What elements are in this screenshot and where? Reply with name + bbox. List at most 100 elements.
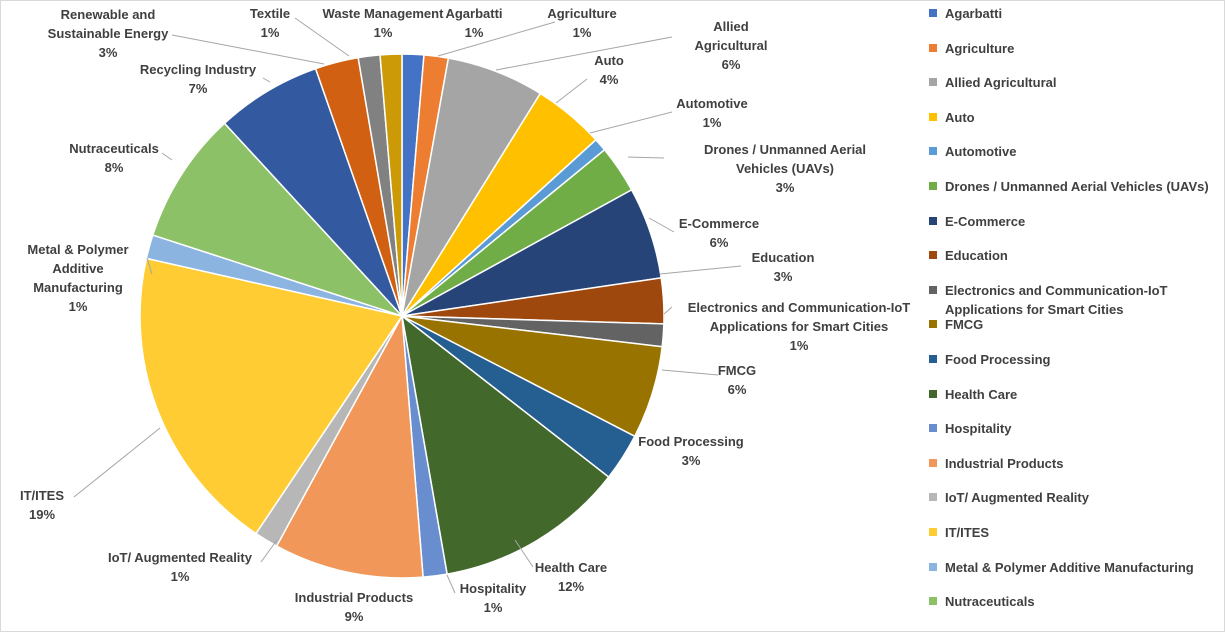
data-label: Recycling Industry 7% xyxy=(140,62,257,96)
legend-swatch xyxy=(929,78,937,87)
legend-swatch xyxy=(929,112,937,121)
data-label: Metal & Polymer Additive Manufacturing 1% xyxy=(27,242,128,314)
legend-swatch xyxy=(929,458,937,467)
legend-label: Automotive xyxy=(945,144,1017,160)
legend-item: E-Commerce xyxy=(929,212,1225,247)
legend-item: Food Processing xyxy=(929,350,1225,385)
leader-line xyxy=(260,539,278,563)
legend-swatch xyxy=(929,216,937,225)
legend-swatch xyxy=(929,285,937,294)
legend-item: IT/ITES xyxy=(929,523,1225,558)
leader-line xyxy=(659,265,742,275)
data-label: FMCG 6% xyxy=(718,363,756,397)
legend-label: Auto xyxy=(945,109,975,125)
legend-label: Agriculture xyxy=(945,40,1015,56)
legend-swatch xyxy=(929,43,937,52)
leader-line xyxy=(648,217,675,233)
data-label: Nutraceuticals 8% xyxy=(69,141,159,175)
legend-label: Agarbatti xyxy=(945,6,1003,21)
leader-line xyxy=(437,21,556,57)
legend-label: Hospitality xyxy=(945,421,1012,437)
data-label: Industrial Products 9% xyxy=(295,590,413,624)
leader-line xyxy=(661,369,719,376)
legend-swatch xyxy=(929,251,937,260)
legend-label: Metal & Polymer Additive Manufacturing xyxy=(945,559,1194,575)
data-label: IoT/ Augmented Reality 1% xyxy=(108,550,253,584)
leader-line xyxy=(627,156,665,159)
data-label: Renewable and Sustainable Energy 3% xyxy=(48,7,169,60)
legend-swatch xyxy=(929,597,937,606)
data-label: Textile 1% xyxy=(250,6,290,40)
legend-label: E-Commerce xyxy=(945,213,1026,229)
legend-item: Agriculture xyxy=(929,39,1225,74)
data-label: Agarbatti 1% xyxy=(445,6,502,40)
pie-slice-industrial-products xyxy=(275,313,424,579)
pie-slice-waste-management xyxy=(379,53,403,317)
legend-item: Electronics and Communication-IoT Applic… xyxy=(929,281,1225,317)
legend-label: Education xyxy=(945,248,1008,264)
legend-swatch xyxy=(929,9,937,17)
data-label: IT/ITES 19% xyxy=(20,488,64,522)
pie-slice-health-care xyxy=(400,314,610,575)
legend-label: Food Processing xyxy=(945,351,1051,367)
leader-line xyxy=(446,574,456,594)
chart-legend: Agarbatti Agriculture Allied Agricultural A… xyxy=(929,4,1225,627)
leader-line xyxy=(663,306,673,315)
leader-line xyxy=(161,152,173,161)
legend-swatch xyxy=(929,320,937,329)
data-label: Waste Management 1% xyxy=(323,6,445,40)
legend-swatch xyxy=(929,493,937,502)
legend-item: Education xyxy=(929,246,1225,281)
data-label: Electronics and Communication-IoT Applica… xyxy=(688,300,911,353)
data-label: E-Commerce 6% xyxy=(679,216,759,250)
data-label: Allied Agricultural 6% xyxy=(695,19,768,72)
legend-swatch xyxy=(929,562,937,571)
legend-label: Industrial Products xyxy=(945,455,1064,471)
legend-swatch xyxy=(929,354,937,363)
pie-slice-it-ites xyxy=(139,257,404,535)
legend-item: IoT/ Augmented Reality xyxy=(929,488,1225,523)
leader-line xyxy=(146,257,153,275)
data-label: Health Care 12% xyxy=(535,560,607,594)
legend-swatch xyxy=(929,389,937,398)
data-labels: Agarbatti 1% Agriculture 1% Allied Agricultur… xyxy=(20,6,910,624)
legend-swatch xyxy=(929,147,937,156)
leader-lines xyxy=(73,17,742,594)
legend-swatch xyxy=(929,527,937,536)
legend-item: Auto xyxy=(929,108,1225,143)
legend-label: Allied Agricultural xyxy=(945,75,1057,91)
legend-item: Allied Agricultural xyxy=(929,73,1225,108)
legend-label: IT/ITES xyxy=(945,524,990,540)
legend-item: Industrial Products xyxy=(929,454,1225,489)
legend-item: Agarbatti xyxy=(929,4,1225,39)
data-label: Food Processing 3% xyxy=(638,434,744,468)
legend-item: Drones / Unmanned Aerial Vehicles (UAVs) xyxy=(929,177,1225,212)
legend-item: Automotive xyxy=(929,142,1225,177)
leader-line xyxy=(514,539,534,568)
leader-line xyxy=(589,111,673,134)
legend-item: FMCG xyxy=(929,315,1225,350)
legend-label: Electronics and Communication-IoT Applic… xyxy=(945,282,1168,317)
data-label: Education 3% xyxy=(752,250,815,284)
pie-slice-nutraceuticals xyxy=(151,122,405,318)
legend-label: Health Care xyxy=(945,386,1018,402)
leader-line xyxy=(294,17,350,57)
leader-line xyxy=(555,78,588,104)
data-label: Drones / Unmanned Aerial Vehicles (UAVs) 3… xyxy=(704,142,866,195)
legend-label: Nutraceuticals xyxy=(945,594,1035,610)
legend-label: IoT/ Augmented Reality xyxy=(945,490,1089,506)
legend-label: Drones / Unmanned Aerial Vehicles (UAVs) xyxy=(945,178,1209,194)
data-label: Hospitality 1% xyxy=(460,581,527,615)
data-label: Auto 4% xyxy=(594,53,624,87)
legend-label: FMCG xyxy=(945,317,984,333)
legend-swatch xyxy=(929,424,937,433)
leader-line xyxy=(262,77,271,83)
pie-slices xyxy=(139,53,665,579)
legend-item: Metal & Polymer Additive Manufacturing xyxy=(929,558,1225,593)
legend-swatch xyxy=(929,181,937,190)
leader-line xyxy=(495,36,673,71)
legend-item: Hospitality xyxy=(929,419,1225,454)
leader-line xyxy=(171,34,325,65)
leader-line xyxy=(73,427,161,498)
